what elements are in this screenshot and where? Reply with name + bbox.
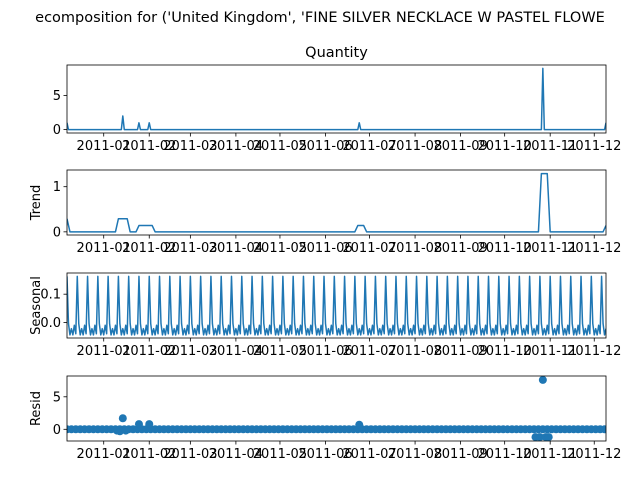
x-tick-label: 2011-09	[433, 447, 487, 462]
x-tick-label: 2011-09	[433, 139, 487, 154]
resid-point	[118, 414, 127, 423]
x-tick-label: 2011-07	[342, 241, 396, 256]
resid-point	[134, 420, 143, 429]
resid-point	[600, 425, 606, 434]
x-tick-label: 2011-03	[163, 344, 217, 359]
y-tick-label: 0	[53, 123, 61, 138]
x-tick-label: 2011-08	[388, 344, 442, 359]
x-tick-label: 2011-01	[77, 241, 131, 256]
y-tick-label: 0.1	[40, 288, 61, 303]
x-tick-label: 2011-10	[477, 344, 531, 359]
x-tick-label: 2011-04	[209, 447, 263, 462]
x-tick-label: 2011-06	[298, 344, 352, 359]
x-tick-label: 2011-07	[342, 447, 396, 462]
y-tick-label: 5	[53, 390, 61, 405]
x-tick-label: 2011-08	[388, 241, 442, 256]
resid-point	[145, 420, 154, 429]
x-tick-label: 2011-09	[433, 344, 487, 359]
x-tick-label: 2011-02	[122, 241, 176, 256]
x-tick-label: 2011-06	[298, 139, 352, 154]
axes-frame	[66, 272, 607, 339]
x-tick-label: 2011-07	[342, 139, 396, 154]
y-axis-label: Resid	[29, 391, 44, 426]
series-group	[67, 376, 606, 441]
y-tick-label: 0	[53, 423, 61, 438]
x-tick-label: 2011-02	[122, 344, 176, 359]
resid-point	[538, 376, 547, 384]
x-tick-label: 2011-10	[477, 241, 531, 256]
x-tick-label: 2011-02	[122, 139, 176, 154]
x-tick-label: 2011-02	[122, 447, 176, 462]
x-tick-label: 2011-06	[298, 447, 352, 462]
trend-series-line	[67, 172, 606, 233]
x-tick-label: 2011-11	[523, 447, 577, 462]
resid-point	[535, 433, 544, 441]
x-tick-label: 2011-06	[298, 241, 352, 256]
x-tick-label: 2011-12	[567, 447, 621, 462]
trend-panel: 012011-012011-022011-032011-042011-05201…	[29, 169, 621, 256]
series-group	[67, 172, 606, 233]
x-tick-label: 2011-10	[477, 139, 531, 154]
axes-frame	[66, 169, 607, 236]
panel-title: Quantity	[305, 45, 368, 61]
x-tick-label: 2011-05	[253, 344, 307, 359]
x-tick-label: 2011-12	[567, 241, 621, 256]
y-axis-label: Trend	[29, 185, 44, 222]
axes-frame	[66, 375, 607, 442]
x-tick-label: 2011-07	[342, 344, 396, 359]
x-tick-label: 2011-12	[567, 139, 621, 154]
quantity-panel: 052011-012011-022011-032011-042011-05201…	[53, 45, 622, 154]
x-tick-label: 2011-01	[77, 447, 131, 462]
x-tick-label: 2011-01	[77, 139, 131, 154]
y-axis-label: Seasonal	[29, 276, 44, 335]
x-tick-label: 2011-03	[163, 447, 217, 462]
x-tick-label: 2011-04	[209, 139, 263, 154]
y-tick-label: 0	[53, 225, 61, 240]
figure-suptitle: ecomposition for ('United Kingdom', 'FIN…	[35, 10, 605, 26]
resid-point	[121, 426, 130, 435]
x-tick-label: 2011-05	[253, 447, 307, 462]
x-tick-label: 2011-04	[209, 241, 263, 256]
resid-point	[355, 420, 364, 429]
quantity-series-line	[67, 67, 606, 131]
y-tick-label: 1	[53, 180, 61, 195]
seasonal-series-line	[67, 275, 606, 336]
x-tick-label: 2011-11	[523, 344, 577, 359]
x-tick-label: 2011-04	[209, 344, 263, 359]
x-tick-label: 2011-03	[163, 241, 217, 256]
seasonal-panel: 0.00.12011-012011-022011-032011-042011-0…	[29, 272, 621, 359]
resid-point	[115, 427, 124, 436]
y-tick-label: 0.0	[40, 316, 61, 331]
x-tick-label: 2011-11	[523, 139, 577, 154]
x-tick-label: 2011-03	[163, 139, 217, 154]
resid-panel: 052011-012011-022011-032011-042011-05201…	[29, 375, 621, 462]
y-tick-label: 5	[53, 89, 61, 104]
resid-point	[544, 433, 553, 441]
x-tick-label: 2011-08	[388, 139, 442, 154]
x-tick-label: 2011-12	[567, 344, 621, 359]
x-tick-label: 2011-08	[388, 447, 442, 462]
series-group	[67, 275, 606, 336]
x-tick-label: 2011-10	[477, 447, 531, 462]
x-tick-label: 2011-09	[433, 241, 487, 256]
x-tick-label: 2011-05	[253, 241, 307, 256]
x-tick-label: 2011-05	[253, 139, 307, 154]
axes-frame	[66, 64, 607, 134]
x-tick-label: 2011-01	[77, 344, 131, 359]
x-tick-label: 2011-11	[523, 241, 577, 256]
